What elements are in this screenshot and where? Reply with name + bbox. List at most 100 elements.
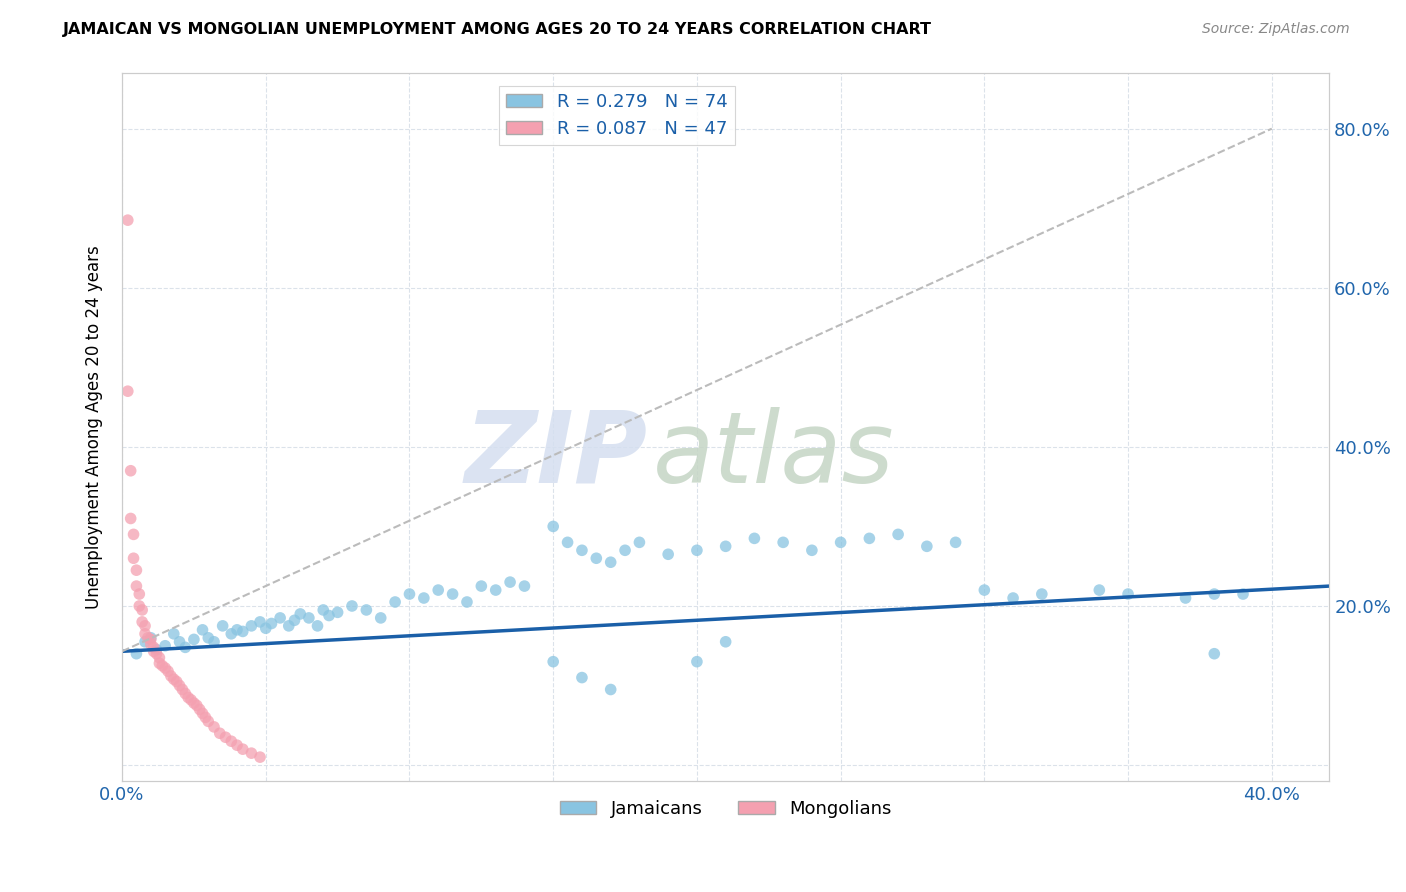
Point: [125, 563, 148, 577]
Point: [197, 631, 219, 645]
Point: [163, 627, 186, 641]
Point: [139, 637, 162, 651]
Point: [150, 658, 173, 673]
Point: [973, 583, 995, 598]
Point: [134, 634, 156, 648]
Point: [686, 543, 709, 558]
Point: [197, 714, 219, 729]
Point: [290, 607, 312, 621]
Point: [188, 702, 211, 716]
Point: [122, 551, 145, 566]
Point: [887, 527, 910, 541]
Point: [145, 642, 167, 657]
Point: [240, 746, 263, 760]
Text: Source: ZipAtlas.com: Source: ZipAtlas.com: [1202, 22, 1350, 37]
Point: [571, 543, 593, 558]
Point: [174, 686, 197, 700]
Point: [1204, 587, 1226, 601]
Point: [128, 599, 150, 613]
Point: [214, 731, 236, 745]
Point: [191, 623, 214, 637]
Point: [1031, 587, 1053, 601]
Point: [145, 647, 167, 661]
Point: [398, 587, 420, 601]
Point: [232, 624, 254, 639]
Point: [120, 511, 142, 525]
Point: [714, 539, 737, 553]
Legend: Jamaicans, Mongolians: Jamaicans, Mongolians: [553, 793, 898, 825]
Point: [148, 650, 170, 665]
Point: [370, 611, 392, 625]
Point: [340, 599, 363, 613]
Point: [117, 384, 139, 399]
Point: [134, 627, 156, 641]
Point: [269, 611, 291, 625]
Point: [744, 532, 766, 546]
Y-axis label: Unemployment Among Ages 20 to 24 years: Unemployment Among Ages 20 to 24 years: [86, 245, 103, 609]
Point: [153, 661, 176, 675]
Point: [226, 623, 249, 637]
Point: [139, 631, 162, 645]
Point: [254, 621, 277, 635]
Point: [686, 655, 709, 669]
Point: [557, 535, 579, 549]
Point: [499, 575, 522, 590]
Point: [183, 696, 205, 710]
Text: atlas: atlas: [654, 407, 894, 504]
Point: [153, 639, 176, 653]
Point: [1088, 583, 1111, 598]
Point: [657, 547, 679, 561]
Point: [169, 679, 191, 693]
Point: [202, 720, 225, 734]
Point: [277, 619, 299, 633]
Point: [915, 539, 938, 553]
Text: ZIP: ZIP: [464, 407, 647, 504]
Point: [183, 632, 205, 647]
Point: [134, 619, 156, 633]
Point: [585, 551, 607, 566]
Point: [169, 634, 191, 648]
Point: [599, 682, 621, 697]
Point: [131, 603, 153, 617]
Point: [249, 750, 271, 764]
Point: [356, 603, 378, 617]
Point: [180, 693, 202, 707]
Point: [427, 583, 450, 598]
Point: [125, 647, 148, 661]
Point: [441, 587, 464, 601]
Point: [513, 579, 536, 593]
Point: [945, 535, 967, 549]
Point: [219, 627, 242, 641]
Point: [283, 613, 305, 627]
Point: [1204, 647, 1226, 661]
Point: [208, 726, 231, 740]
Point: [571, 671, 593, 685]
Point: [139, 632, 162, 647]
Point: [830, 535, 852, 549]
Point: [177, 690, 200, 705]
Point: [117, 213, 139, 227]
Point: [800, 543, 823, 558]
Text: JAMAICAN VS MONGOLIAN UNEMPLOYMENT AMONG AGES 20 TO 24 YEARS CORRELATION CHART: JAMAICAN VS MONGOLIAN UNEMPLOYMENT AMONG…: [63, 22, 932, 37]
Point: [202, 634, 225, 648]
Point: [148, 657, 170, 671]
Point: [858, 532, 880, 546]
Point: [142, 640, 165, 655]
Point: [1116, 587, 1139, 601]
Point: [166, 674, 188, 689]
Point: [128, 587, 150, 601]
Point: [541, 655, 564, 669]
Point: [318, 608, 340, 623]
Point: [136, 631, 159, 645]
Point: [599, 555, 621, 569]
Point: [772, 535, 794, 549]
Point: [191, 706, 214, 721]
Point: [194, 710, 217, 724]
Point: [541, 519, 564, 533]
Point: [412, 591, 434, 605]
Point: [298, 611, 321, 625]
Point: [628, 535, 651, 549]
Point: [260, 616, 283, 631]
Point: [172, 682, 194, 697]
Point: [240, 619, 263, 633]
